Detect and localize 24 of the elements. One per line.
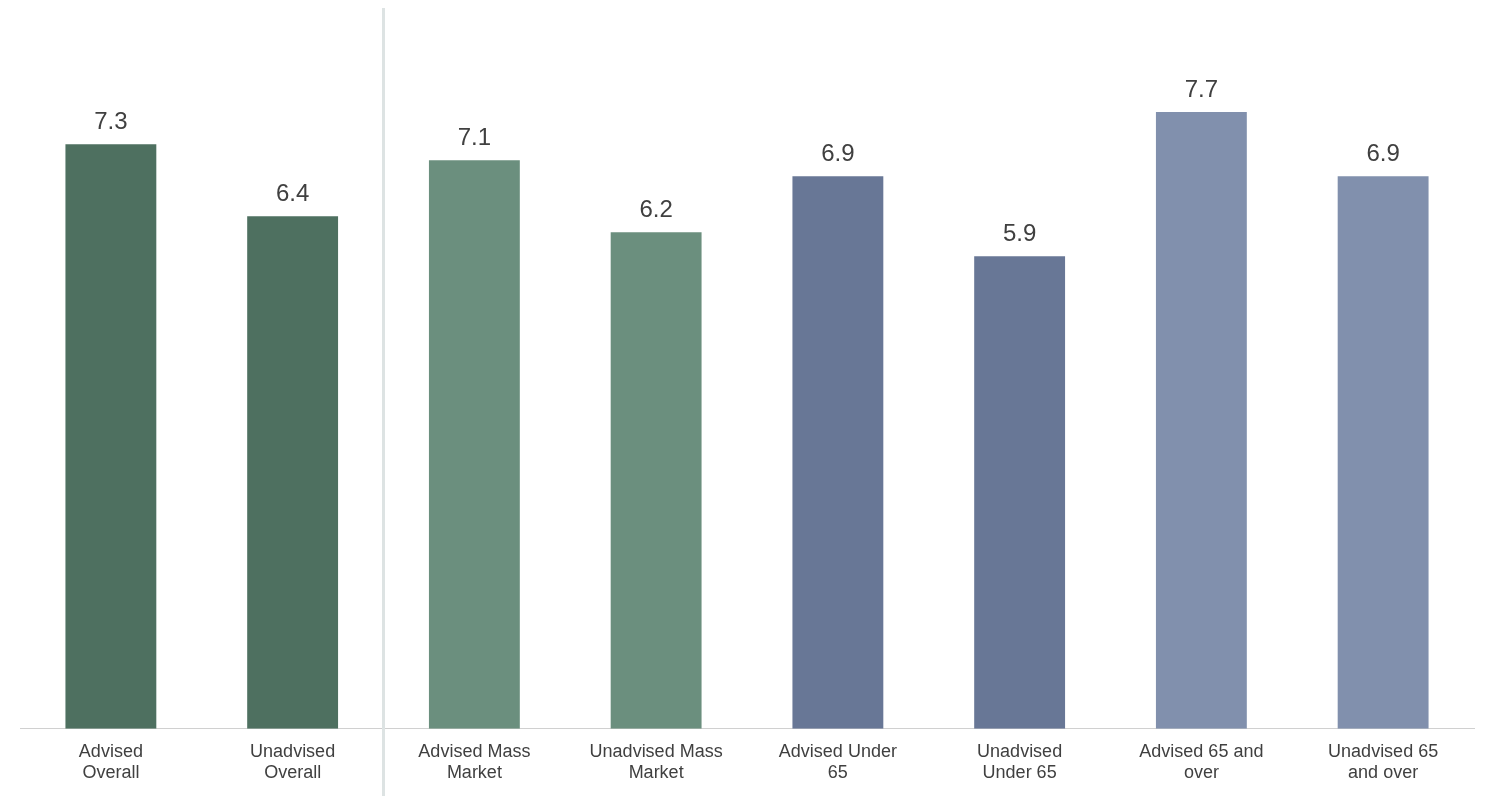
bar xyxy=(1337,176,1429,729)
bar xyxy=(65,144,157,729)
data-label: 6.2 xyxy=(639,194,673,222)
x-tick-label: Advised Mass Market xyxy=(418,740,531,783)
data-label: 6.9 xyxy=(1366,138,1400,166)
data-label: 7.7 xyxy=(1184,74,1219,102)
data-label: 5.9 xyxy=(1002,218,1037,246)
x-tick-label: Unadvised Overall xyxy=(250,740,336,783)
bar xyxy=(1155,112,1247,729)
bar xyxy=(247,216,339,729)
data-label: 7.1 xyxy=(457,122,492,150)
x-tick-label: Unadvised Under 65 xyxy=(977,740,1063,783)
x-tick-label: Advised 65 and over xyxy=(1139,740,1264,783)
data-label: 6.4 xyxy=(275,178,310,206)
data-label: 6.9 xyxy=(821,138,855,166)
bar xyxy=(974,256,1066,729)
bar xyxy=(792,176,884,729)
x-tick-label: Unadvised Mass Market xyxy=(589,740,723,783)
data-label: 7.3 xyxy=(94,106,128,134)
bar xyxy=(428,160,520,729)
bar xyxy=(610,232,702,729)
x-tick-label: Advised Overall xyxy=(78,740,143,783)
x-tick-label: Advised Under 65 xyxy=(778,740,897,783)
x-tick-label: Unadvised 65 and over xyxy=(1328,740,1439,783)
